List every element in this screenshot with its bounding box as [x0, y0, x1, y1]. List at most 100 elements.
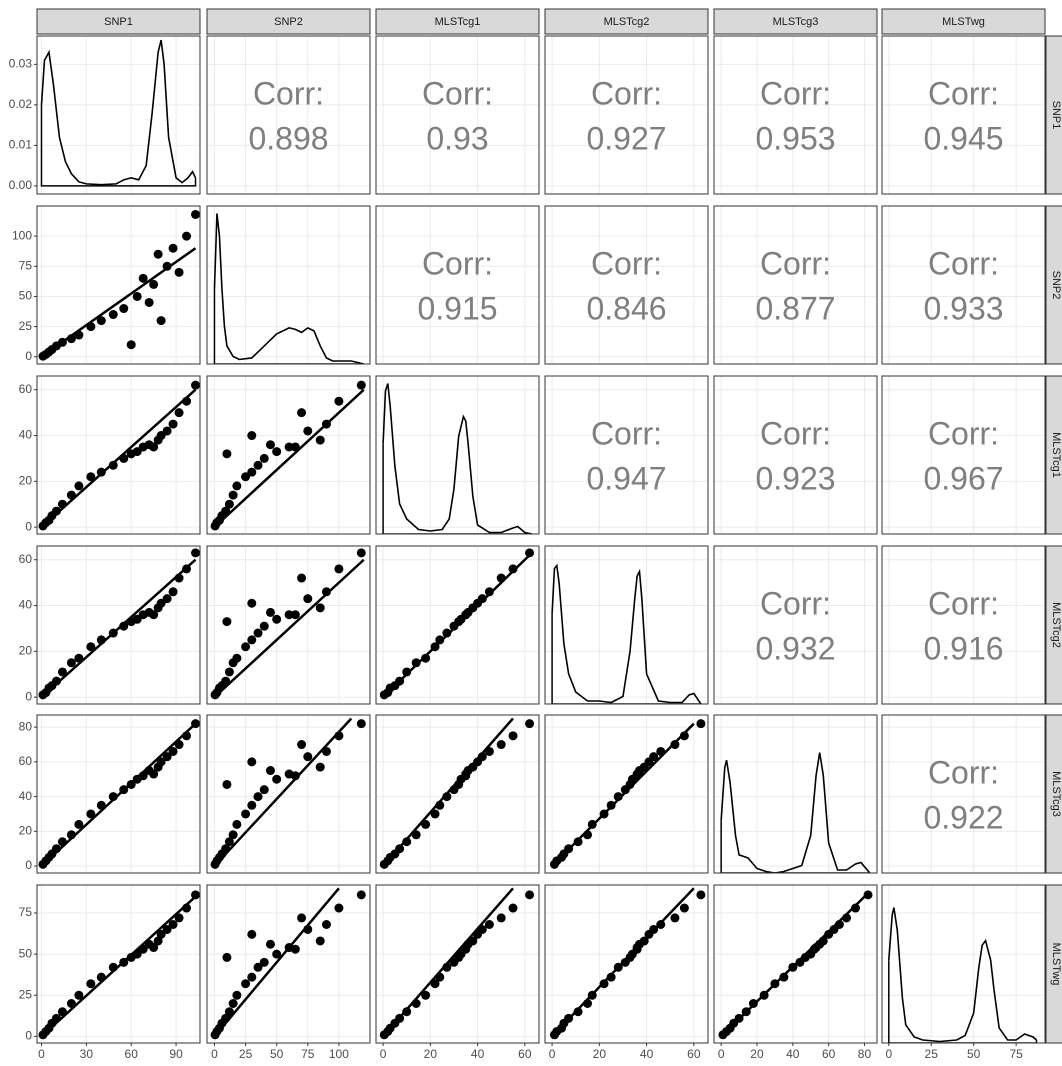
corr-value: 0.846 — [586, 290, 666, 326]
scatter-point — [224, 499, 234, 509]
scatter-point — [265, 440, 275, 450]
scatter-point — [241, 979, 251, 989]
row-strip-label: MLSTcg3 — [1050, 771, 1062, 817]
row-strip-label: MLSTwg — [1050, 943, 1062, 986]
panel-background — [37, 206, 200, 364]
scatter-point — [108, 460, 118, 470]
scatter-point — [284, 769, 294, 779]
x-tick-label: 20 — [750, 1047, 764, 1061]
scatter-point — [259, 785, 269, 795]
x-tick-label: 20 — [593, 1047, 607, 1061]
scatter-point — [149, 442, 159, 452]
scatter-point — [253, 792, 263, 802]
scatter-point — [162, 426, 172, 436]
corr-value: 0.927 — [586, 120, 666, 156]
scatter-point — [259, 621, 269, 631]
y-tick-label: 40 — [19, 428, 33, 442]
scatter-point — [315, 762, 325, 772]
y-tick-label: 0 — [25, 519, 32, 533]
x-tick-label: 90 — [169, 1047, 183, 1061]
x-tick-label: 60 — [125, 1047, 139, 1061]
panel-border — [206, 884, 371, 1044]
fit-line — [551, 887, 695, 1038]
corr-value: 0.915 — [417, 290, 497, 326]
panel-border — [544, 714, 709, 874]
panel-background — [545, 206, 708, 364]
panel-border — [713, 35, 878, 195]
panel-border — [713, 545, 878, 705]
fit-line — [551, 722, 695, 867]
x-tick-label: 0 — [549, 1047, 556, 1061]
panel-background — [545, 376, 708, 534]
scatter-point — [228, 490, 238, 500]
panel — [882, 715, 1045, 873]
scatter-point — [779, 972, 789, 982]
panel — [714, 715, 877, 873]
scatter-point — [272, 774, 282, 784]
scatter-point — [315, 603, 325, 613]
panel — [545, 715, 708, 873]
panel-border — [206, 205, 371, 365]
scatter-point — [149, 610, 159, 620]
scatter-point — [174, 267, 184, 277]
row-strip-label: SNP2 — [1050, 271, 1062, 300]
panel-border — [713, 205, 878, 365]
y-tick-label: 80 — [19, 719, 33, 733]
y-tick-label: 0.03 — [9, 57, 33, 71]
scatter-point — [228, 999, 238, 1008]
scatter-point — [696, 890, 706, 900]
panel — [714, 376, 877, 534]
panel-border — [36, 375, 201, 535]
panel-border — [544, 35, 709, 195]
y-tick-label: 20 — [19, 824, 33, 838]
density-baseline — [382, 443, 532, 534]
scatter-point — [297, 740, 307, 750]
scatter-point — [149, 943, 159, 953]
scatter-point — [168, 746, 178, 756]
scatter-point — [525, 719, 535, 729]
scatter-point — [272, 949, 282, 959]
scatter-point — [57, 667, 67, 677]
row-strip — [1045, 545, 1062, 705]
panel-background — [714, 546, 877, 704]
y-tick-label: 0 — [25, 689, 32, 703]
y-tick-label: 20 — [19, 474, 33, 488]
scatter-point — [253, 628, 263, 638]
scatter-point — [402, 837, 412, 847]
panel-background — [714, 715, 877, 873]
scatter-point — [222, 449, 232, 459]
panel — [376, 715, 539, 873]
panel-border — [206, 714, 371, 874]
fit-line — [40, 722, 197, 867]
scatter-point — [297, 408, 307, 418]
scatter-point — [435, 635, 445, 645]
x-tick-label: 100 — [329, 1047, 349, 1061]
scatter-point — [162, 594, 172, 604]
scatter-point — [265, 766, 275, 776]
scatter-point — [168, 419, 178, 429]
scatter-point — [525, 890, 535, 900]
panel-background — [545, 36, 708, 194]
panel-background — [882, 885, 1045, 1043]
y-tick-label: 25 — [19, 987, 33, 1001]
y-tick-label: 60 — [19, 552, 33, 566]
scatter-point — [138, 273, 148, 283]
density-curve — [40, 39, 197, 186]
scatter-point — [421, 653, 431, 663]
scatter-point — [191, 209, 200, 219]
scatter-point — [484, 587, 494, 597]
panel — [37, 206, 200, 364]
scatter-point — [508, 731, 518, 741]
corr-value: 0.967 — [923, 460, 1003, 496]
panel — [376, 36, 539, 194]
panel — [37, 546, 200, 704]
panel — [882, 206, 1045, 364]
scatter-point — [224, 667, 234, 677]
panel — [545, 206, 708, 364]
row-strip-label: SNP1 — [1050, 101, 1062, 130]
panel — [882, 376, 1045, 534]
panel-background — [207, 715, 370, 873]
panel-background — [207, 206, 370, 364]
panel — [545, 376, 708, 534]
